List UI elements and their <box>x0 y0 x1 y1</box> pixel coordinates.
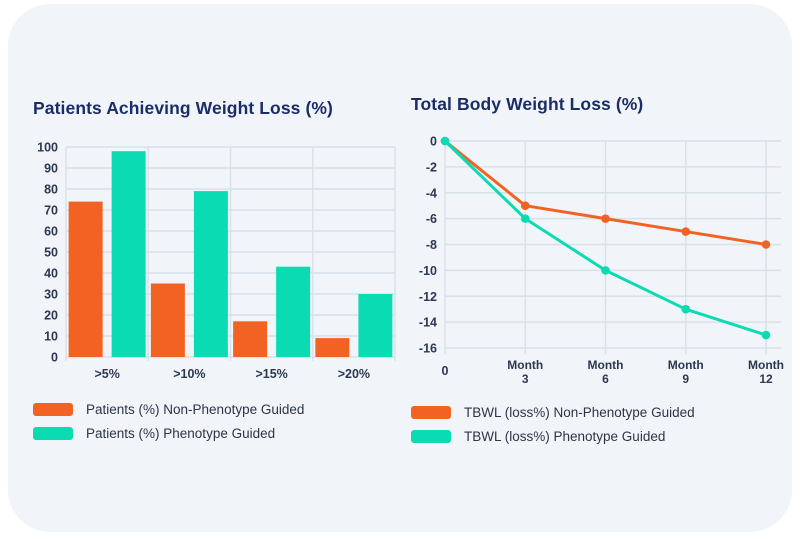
svg-text:30: 30 <box>44 288 58 302</box>
svg-text:-14: -14 <box>419 316 437 330</box>
svg-text:-8: -8 <box>426 238 437 252</box>
line-chart: 0 -2 -4 -6 -8 -10 -12 -14 -16 0 Month 3 Month 6 Month 9… <box>419 135 784 387</box>
legend-label-tbwl-phenotype: TBWL (loss%) Phenotype Guided <box>464 429 666 444</box>
svg-text:60: 60 <box>44 225 58 239</box>
svg-text:>15%: >15% <box>255 367 287 381</box>
svg-text:50: 50 <box>44 246 58 260</box>
bar-chart: 0 10 20 30 40 50 60 70 80 90 100 >5% >10% >15% >20% <box>37 141 396 381</box>
svg-text:80: 80 <box>44 183 58 197</box>
bar-chart-title: Patients Achieving Weight Loss (%) <box>33 98 333 118</box>
svg-text:>20%: >20% <box>338 367 370 381</box>
svg-text:-4: -4 <box>426 186 437 200</box>
svg-text:-10: -10 <box>419 264 437 278</box>
legend-item-tbwl-non-phenotype: TBWL (loss%) Non-Phenotype Guided <box>411 405 797 420</box>
bar-chart-legend: Patients (%) Non-Phenotype Guided Patien… <box>33 402 399 441</box>
legend-label-non-phenotype: Patients (%) Non-Phenotype Guided <box>86 402 305 417</box>
svg-text:0: 0 <box>430 135 437 149</box>
dashboard-card: Patients Achieving Weight Loss (%) 0 10 20… <box>8 4 792 532</box>
line-chart-title: Total Body Weight Loss (%) <box>411 94 644 114</box>
svg-text:>10%: >10% <box>173 367 205 381</box>
svg-text:-12: -12 <box>419 290 437 304</box>
legend-label-phenotype: Patients (%) Phenotype Guided <box>86 426 276 441</box>
legend-item-non-phenotype: Patients (%) Non-Phenotype Guided <box>33 402 399 417</box>
line-chart-panel: Total Body Weight Loss (%) 0 -2 -4 -6 -8 -10 -… <box>411 94 797 453</box>
line-chart-legend: TBWL (loss%) Non-Phenotype Guided TBWL (… <box>411 405 797 444</box>
svg-text:0: 0 <box>442 364 449 378</box>
legend-swatch-orange <box>411 406 451 419</box>
svg-text:70: 70 <box>44 204 58 218</box>
svg-text:10: 10 <box>44 330 58 344</box>
svg-text:-6: -6 <box>426 212 437 226</box>
svg-text:40: 40 <box>44 267 58 281</box>
legend-item-phenotype: Patients (%) Phenotype Guided <box>33 426 399 441</box>
svg-text:-2: -2 <box>426 160 437 174</box>
legend-swatch-orange <box>33 403 73 416</box>
svg-text:90: 90 <box>44 162 58 176</box>
svg-text:20: 20 <box>44 309 58 323</box>
legend-swatch-teal <box>411 430 451 443</box>
svg-text:-16: -16 <box>419 342 437 356</box>
svg-text:0: 0 <box>51 351 58 365</box>
svg-text:100: 100 <box>37 141 58 155</box>
legend-label-tbwl-non-phenotype: TBWL (loss%) Non-Phenotype Guided <box>464 405 695 420</box>
bar-chart-panel: Patients Achieving Weight Loss (%) 0 10 20… <box>33 98 399 450</box>
legend-swatch-teal <box>33 427 73 440</box>
svg-text:>5%: >5% <box>94 367 119 381</box>
legend-item-tbwl-phenotype: TBWL (loss%) Phenotype Guided <box>411 429 797 444</box>
